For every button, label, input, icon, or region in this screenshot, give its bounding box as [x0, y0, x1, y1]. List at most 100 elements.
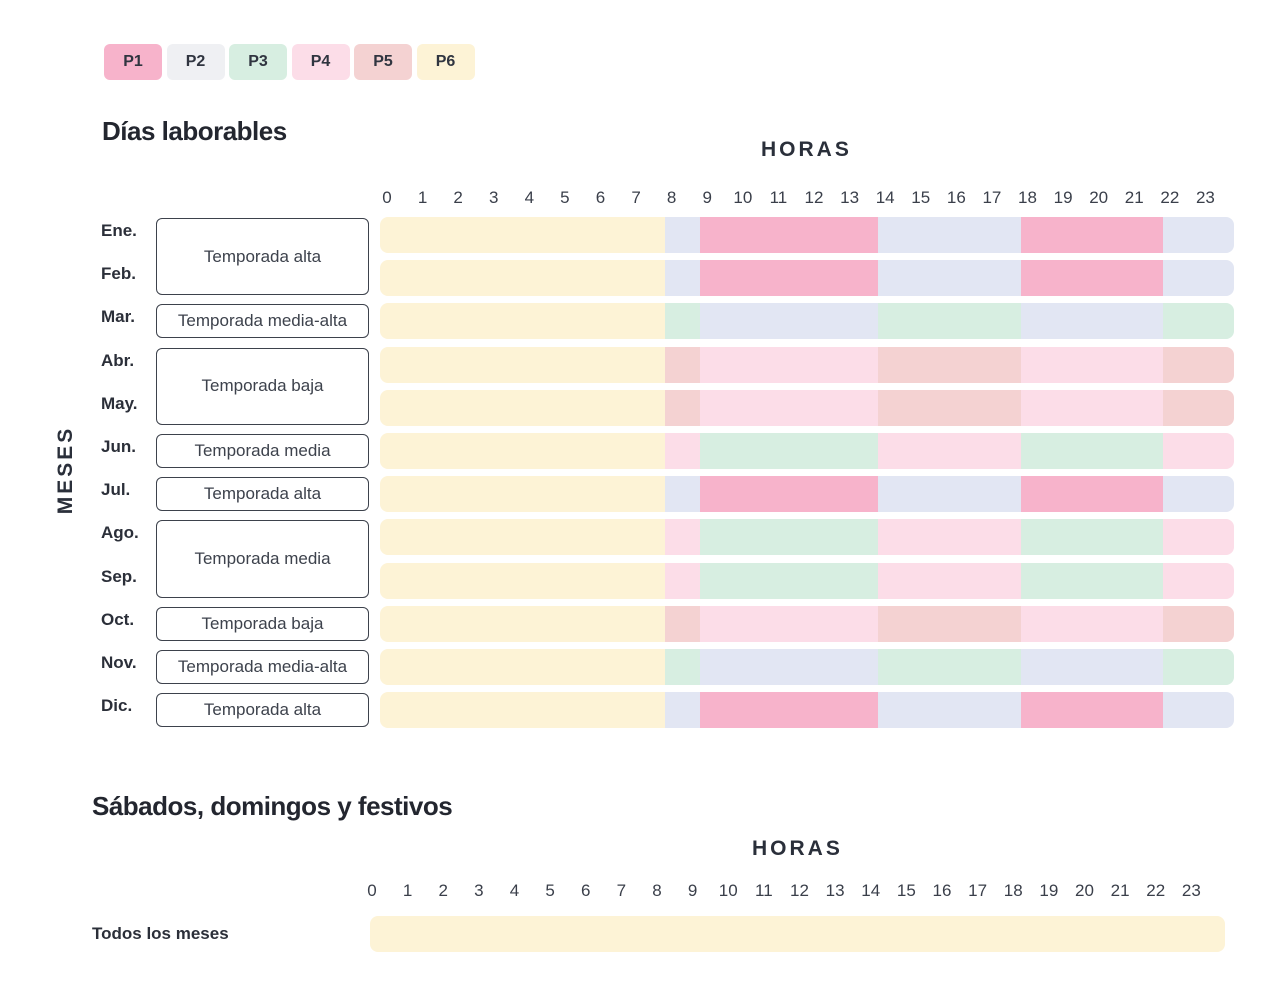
weekday-hour-7: 7 [631, 188, 641, 207]
heatmap-row-11-segment-p6-h0 [380, 692, 666, 729]
weekday-hour-22: 22 [1160, 188, 1180, 207]
weekend-hour-6: 6 [581, 881, 591, 900]
weekend-bar [370, 916, 1225, 952]
heatmap-row-0-segment-p6-h0 [380, 217, 666, 253]
weekday-hour-5: 5 [560, 188, 570, 207]
heatmap-row-6-segment-p6-h0 [380, 476, 666, 513]
heatmap-row-0 [380, 217, 1234, 253]
weekend-hour-18: 18 [1003, 881, 1023, 900]
weekend-hour-11: 11 [755, 881, 773, 900]
month-label-9: Oct. [101, 609, 135, 629]
heatmap-row-5-segment-p6-h0 [380, 433, 666, 469]
heatmap-row-1-segment-p2-h14 [878, 260, 1021, 297]
weekend-section-title: Sábados, domingos y festivos [92, 791, 453, 821]
heatmap-row-9 [380, 605, 1234, 642]
month-label-8: Sep. [101, 566, 137, 586]
heatmap-row-6-segment-p1-h9 [700, 476, 879, 513]
legend-item-p2: P2 [166, 44, 225, 80]
weekend-hour-19: 19 [1039, 881, 1059, 900]
weekday-section-title: Días laborables [102, 116, 287, 146]
heatmap-row-2-segment-p6-h0 [380, 303, 666, 340]
heatmap-row-4-segment-p4-h18 [1020, 389, 1164, 426]
weekend-hour-0: 0 [367, 881, 377, 900]
heatmap-row-9-segment-p4-h9 [700, 605, 879, 642]
weekend-hour-12: 12 [790, 881, 809, 900]
heatmap-row-4-segment-p4-h9 [700, 389, 879, 426]
heatmap-row-8-segment-p4-h22 [1162, 562, 1234, 599]
heatmap-row-3-segment-p4-h18 [1020, 346, 1164, 383]
weekday-hour-10: 10 [733, 188, 753, 207]
heatmap-row-8-segment-p6-h0 [380, 562, 666, 599]
weekday-hour-2: 2 [453, 188, 463, 207]
legend-item-p6: P6 [416, 44, 475, 80]
heatmap-row-7 [380, 519, 1234, 556]
heatmap-row-6-segment-p2-h22 [1162, 476, 1234, 513]
month-label-6: Jul. [101, 480, 131, 500]
weekday-hour-17: 17 [982, 188, 1002, 207]
weekday-hour-0: 0 [382, 188, 392, 207]
heatmap-row-0-segment-p2-h14 [878, 217, 1021, 253]
weekday-hour-23: 23 [1195, 188, 1215, 207]
heatmap-row-1-segment-p1-h18 [1020, 260, 1164, 297]
weekday-hour-1: 1 [417, 188, 428, 207]
heatmap-row-6-segment-p2-h8 [664, 476, 701, 513]
heatmap-row-3-segment-p5-h22 [1162, 346, 1234, 383]
heatmap-row-8-segment-p4-h8 [664, 562, 701, 599]
weekend-hour-9: 9 [687, 881, 698, 900]
heatmap-row-0-segment-p1-h18 [1020, 217, 1164, 253]
heatmap-row-10-segment-p3-h14 [878, 649, 1021, 685]
month-label-11: Dic. [101, 696, 133, 716]
months-axis-label: MESES [54, 425, 77, 515]
weekday-hour-15: 15 [911, 188, 931, 207]
weekend-hour-22: 22 [1146, 881, 1166, 900]
month-label-4: May. [101, 393, 138, 413]
heatmap-row-11 [380, 692, 1234, 729]
heatmap-row-9-segment-p5-h14 [878, 605, 1021, 642]
heatmap-row-5 [380, 433, 1234, 469]
heatmap-row-3-segment-p5-h8 [664, 346, 701, 383]
legend-item-p5: P5 [354, 44, 412, 80]
weekend-hour-3: 3 [474, 881, 484, 900]
month-label-3: Abr. [101, 350, 135, 370]
weekday-hour-3: 3 [489, 188, 499, 207]
heatmap-row-2-segment-p2-h9 [700, 303, 879, 340]
season-box-3: Temporada media [156, 434, 369, 468]
weekend-hour-10: 10 [718, 881, 738, 900]
heatmap-row-1-segment-p6-h0 [380, 260, 666, 297]
season-box-2: Temporada baja [156, 347, 369, 425]
heatmap-row-11-segment-p2-h22 [1162, 692, 1234, 729]
heatmap-row-9-segment-p5-h22 [1162, 605, 1234, 642]
heatmap-row-0-segment-p1-h9 [700, 217, 879, 253]
heatmap-row-4-segment-p6-h0 [380, 389, 666, 426]
heatmap-row-1-segment-p1-h9 [700, 260, 879, 297]
weekday-hour-21: 21 [1124, 188, 1144, 207]
heatmap-row-6-segment-p2-h14 [878, 476, 1021, 513]
season-box-4: Temporada alta [156, 477, 369, 512]
heatmap-row-11-segment-p1-h9 [700, 692, 879, 729]
heatmap-row-8 [380, 562, 1234, 599]
heatmap-row-8-segment-p4-h14 [878, 562, 1021, 599]
month-label-7: Ago. [101, 523, 139, 543]
heatmap-row-5-segment-p4-h8 [664, 433, 701, 469]
weekend-hour-4: 4 [509, 881, 520, 900]
heatmap-row-10 [380, 649, 1234, 685]
heatmap-row-4-segment-p5-h8 [664, 389, 701, 426]
heatmap-row-7-segment-p3-h18 [1020, 519, 1164, 556]
weekend-hour-7: 7 [616, 881, 627, 900]
heatmap-row-9-segment-p5-h8 [664, 605, 701, 642]
heatmap-row-11-segment-p2-h14 [878, 692, 1021, 729]
weekend-hour-1: 1 [402, 881, 413, 900]
heatmap-row-3 [380, 346, 1234, 383]
heatmap-row-0-segment-p2-h8 [664, 217, 701, 253]
weekend-hour-20: 20 [1075, 881, 1094, 900]
heatmap-row-10-segment-p2-h9 [700, 649, 879, 685]
month-label-10: Nov. [101, 653, 137, 672]
season-box-1: Temporada media-alta [156, 304, 369, 339]
heatmap-row-1-segment-p2-h8 [664, 260, 701, 297]
weekday-hour-18: 18 [1018, 188, 1037, 207]
weekend-hour-8: 8 [652, 881, 662, 900]
weekend-hour-21: 21 [1110, 881, 1130, 900]
weekday-hours-axis-label: HORAS [761, 138, 852, 161]
month-label-0: Ene. [101, 221, 137, 240]
weekend-row-label: Todos los meses [92, 924, 229, 943]
